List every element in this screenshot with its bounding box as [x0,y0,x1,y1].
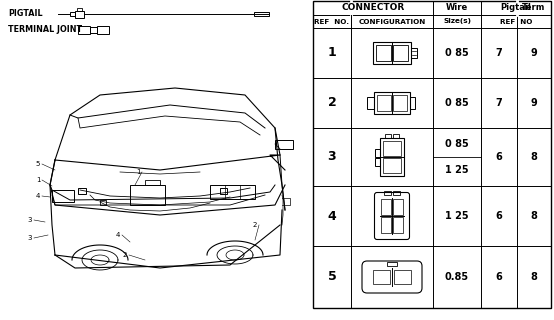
Text: 5: 5 [36,161,40,167]
Text: 9: 9 [531,48,537,58]
Text: 2: 2 [253,222,257,228]
Bar [410,97,415,109]
Text: 7: 7 [496,98,502,108]
Text: 6: 6 [496,211,502,221]
Text: PIGTAIL: PIGTAIL [8,10,43,19]
Bar [393,199,403,215]
Bar [52,190,74,202]
Text: 1: 1 [327,46,336,60]
Text: 8: 8 [531,152,537,162]
Bar [78,188,86,194]
Bar [384,191,391,195]
Text: 0 85: 0 85 [445,48,469,58]
Bar [145,180,160,185]
Bar [313,1,551,308]
Bar [275,140,293,149]
Text: 0.85: 0.85 [445,272,469,282]
Text: 0 85: 0 85 [445,139,469,149]
Bar [383,158,401,173]
Text: CONNECTOR: CONNECTOR [341,4,404,12]
Text: Wire: Wire [446,4,468,12]
Bar [377,95,391,111]
Text: 1: 1 [136,169,140,175]
Bar [393,217,403,233]
Bar [374,92,410,114]
Bar [380,138,404,176]
Bar [373,42,411,64]
Text: REF  NO: REF NO [500,19,532,25]
Text: 3: 3 [28,235,32,241]
Bar [385,134,391,138]
Bar [97,26,109,34]
Bar [393,191,400,195]
Bar [394,270,411,284]
Text: 1 25: 1 25 [445,165,469,175]
Bar [70,12,75,16]
Text: CONFIGURATION: CONFIGURATION [358,19,425,25]
Text: 4: 4 [116,232,120,238]
Bar [75,11,84,18]
Text: REF  NO.: REF NO. [315,19,350,25]
Bar [100,200,106,205]
Text: 6: 6 [496,152,502,162]
Text: 8: 8 [531,211,537,221]
Text: 9: 9 [531,98,537,108]
Text: 7: 7 [496,48,502,58]
Text: 4: 4 [327,210,336,222]
Text: 0 85: 0 85 [445,98,469,108]
Bar [77,8,82,11]
Bar [220,188,227,194]
Bar [387,262,397,266]
Text: 8: 8 [531,272,537,282]
Text: 4: 4 [36,193,40,199]
Text: 5: 5 [327,270,336,284]
Text: 2: 2 [123,252,127,258]
Bar [375,149,380,157]
Bar [381,217,391,233]
Bar [367,97,374,109]
Bar [90,27,97,33]
Bar [254,12,269,16]
Text: 6: 6 [496,272,502,282]
Bar [373,270,390,284]
Text: Term: Term [522,4,546,12]
Bar [78,26,90,34]
Text: Size(s): Size(s) [443,19,471,25]
Bar [393,45,408,61]
Bar [381,199,391,215]
Bar [383,141,401,156]
Text: 2: 2 [327,97,336,109]
Bar [376,45,391,61]
Text: 3: 3 [327,150,336,164]
Bar [411,48,417,58]
Text: Pigtail: Pigtail [501,4,531,12]
Bar [130,185,165,205]
Bar [393,134,399,138]
Text: 1 25: 1 25 [445,211,469,221]
Bar [210,185,255,199]
Text: 3: 3 [28,217,32,223]
Text: TERMINAL JOINT: TERMINAL JOINT [8,26,82,35]
Bar [375,158,380,166]
Bar [393,95,407,111]
Text: 1: 1 [36,177,40,183]
